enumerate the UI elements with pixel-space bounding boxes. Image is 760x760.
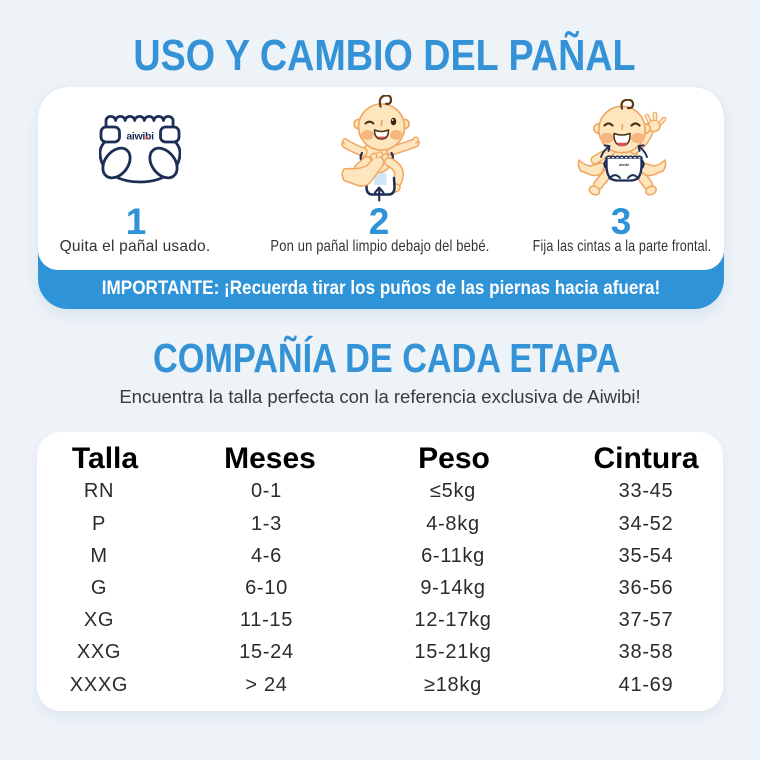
svg-text:aiwibi: aiwibi <box>126 131 154 143</box>
svg-text:aiwibi: aiwibi <box>619 163 629 167</box>
